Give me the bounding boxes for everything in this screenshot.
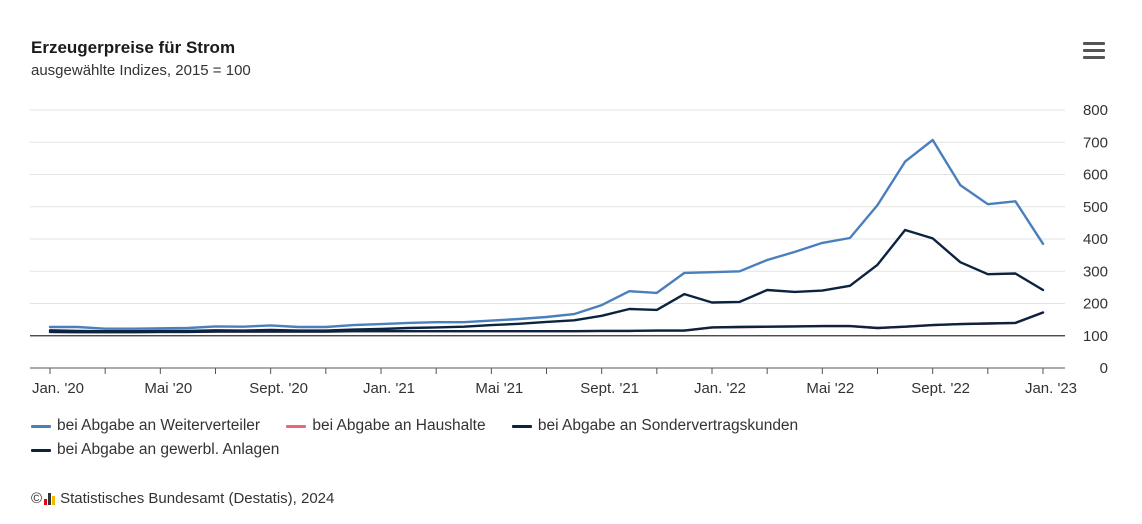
legend-label: bei Abgabe an gewerbl. Anlagen [57,441,280,458]
y-tick-label: 600 [1083,167,1108,184]
legend-swatch [31,448,51,452]
x-tick-label: Jan. '22 [694,380,746,397]
series-line-sondervertragskunden [48,228,1045,333]
source-text: Statistisches Bundesamt (Destatis), 2024 [60,490,335,507]
y-tick-label: 700 [1083,134,1108,151]
source-footer: © Statistisches Bundesamt (Destatis), 20… [31,490,334,507]
copyright-symbol: © [31,490,43,507]
legend-item-gewerbl-anlagen[interactable]: bei Abgabe an gewerbl. Anlagen [31,438,279,462]
y-tick-label: 300 [1083,263,1108,280]
legend-label: bei Abgabe an Sondervertragskunden [537,417,799,434]
x-tick-label: Sept. '22 [911,380,970,397]
x-tick-label: Mai '21 [475,380,523,397]
line-chart: 0 100 200 300 400 500 600 700 800 Jan. '20 Mai '20… [30,102,1108,397]
menu-bar [1083,49,1105,52]
y-tick-label: 200 [1083,296,1108,313]
legend-item-weiterverteiler[interactable]: bei Abgabe an Weiterverteiler [31,414,260,438]
y-tick-label: 400 [1083,231,1108,248]
x-tick-label: Jan. '21 [363,380,415,397]
x-tick-label: Sept. '20 [249,380,308,397]
chart-legend: bei Abgabe an Weiterverteiler bei Abgabe… [31,414,931,462]
destatis-logo-icon [44,492,56,505]
legend-label: bei Abgabe an Haushalte [312,417,486,434]
legend-swatch [286,424,307,428]
x-tick-label: Jan. '23 [1025,380,1077,397]
x-tick-label: Sept. '21 [580,380,639,397]
y-tick-label: 100 [1083,328,1108,345]
menu-bar [1083,42,1105,45]
x-tick-label: Mai '20 [144,380,192,397]
x-tick-label: Mai '22 [806,380,854,397]
y-tick-label: 0 [1100,360,1108,377]
legend-item-sondervertragskunden[interactable]: bei Abgabe an Sondervertragskunden [511,414,799,438]
legend-swatch [511,424,532,428]
series-line-weiterverteiler [48,138,1045,330]
legend-label: bei Abgabe an Weiterverteiler [57,417,261,434]
chart-subtitle: ausgewählte Indizes, 2015 = 100 [31,62,251,79]
menu-bar [1083,56,1105,59]
hamburger-menu-icon[interactable] [1083,42,1105,60]
legend-swatch [31,424,51,428]
y-tick-label: 800 [1083,102,1108,119]
series-line-gewerbl-anlagen [48,311,1045,334]
y-tick-label: 500 [1083,199,1108,216]
chart-title: Erzeugerpreise für Strom [31,38,236,57]
legend-item-haushalte[interactable]: bei Abgabe an Haushalte [286,414,486,438]
legend-row: bei Abgabe an gewerbl. Anlagen [31,438,931,462]
x-tick-label: Jan. '20 [32,380,84,397]
